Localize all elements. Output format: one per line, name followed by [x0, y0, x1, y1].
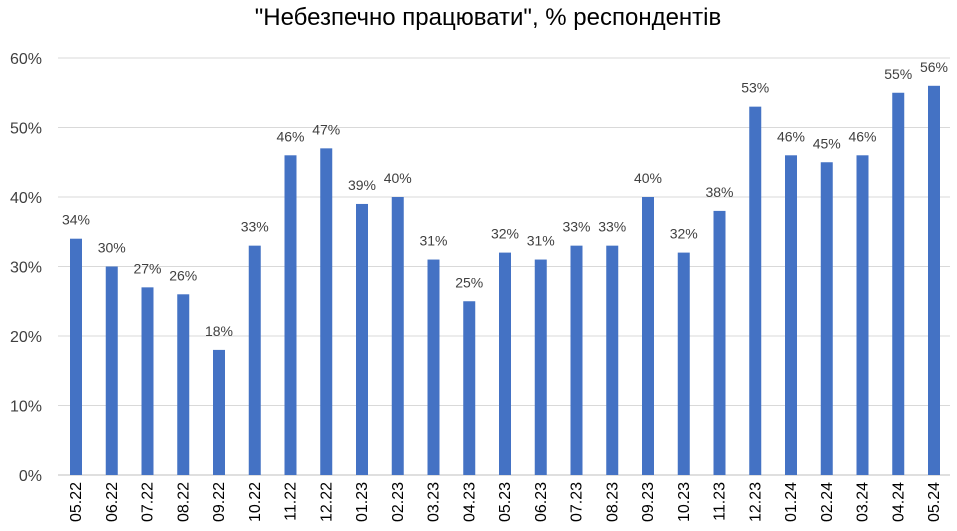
y-tick-label: 50% [10, 121, 42, 138]
x-tick-label: 02.23 [390, 482, 407, 522]
data-label: 46% [848, 128, 876, 144]
data-label: 32% [670, 226, 698, 242]
bar [928, 85, 940, 476]
x-tick-label: 01.24 [783, 482, 800, 522]
x-tick-label: 05.22 [68, 482, 85, 522]
x-tick-label: 10.23 [676, 482, 693, 522]
x-tick-label: 12.23 [747, 482, 764, 522]
bar [856, 155, 869, 476]
x-tick-label: 04.23 [461, 482, 478, 522]
data-label: 47% [312, 121, 340, 137]
data-label: 40% [384, 170, 412, 186]
bar [749, 106, 762, 476]
data-label: 34% [62, 212, 90, 228]
data-label: 27% [133, 260, 161, 276]
bar [785, 155, 797, 476]
data-label: 39% [348, 177, 376, 193]
data-labels: 34% 30% 27% 26% 18% 33% 46% 47% 39% 40% 31% 25% 32% 3… [62, 59, 948, 339]
bar [499, 252, 511, 475]
bar [356, 203, 368, 475]
x-tick-label: 06.22 [104, 482, 121, 522]
bar [213, 349, 225, 475]
data-label: 31% [527, 233, 555, 249]
x-tick-label: 01.23 [354, 482, 371, 522]
data-label: 40% [634, 170, 662, 186]
y-axis-ticks: 0% 10% 20% 30% 40% 50% 60% [10, 51, 42, 485]
data-label: 38% [705, 184, 733, 200]
x-tick-label: 11.23 [712, 482, 729, 521]
x-tick-label: 05.23 [497, 482, 514, 522]
data-label: 26% [169, 267, 197, 283]
data-label: 45% [813, 135, 841, 151]
data-label: 56% [920, 59, 948, 75]
bar [177, 294, 190, 475]
bar [141, 287, 154, 475]
bar [284, 155, 297, 476]
data-label: 18% [205, 323, 233, 339]
data-label: 31% [419, 233, 447, 249]
data-label: 46% [777, 128, 805, 144]
x-tick-label: 03.24 [855, 482, 872, 522]
y-tick-label: 60% [10, 51, 42, 68]
data-label: 33% [598, 219, 626, 235]
data-label: 25% [455, 274, 483, 290]
data-label: 32% [491, 226, 519, 242]
bar [248, 245, 261, 475]
x-tick-label: 09.23 [640, 482, 657, 522]
bar [70, 238, 82, 475]
x-tick-label: 05.24 [926, 482, 943, 522]
y-tick-label: 20% [10, 329, 42, 346]
x-tick-label: 07.22 [140, 482, 157, 522]
x-tick-label: 11.22 [283, 482, 300, 521]
x-tick-label: 07.23 [569, 482, 586, 522]
bar [642, 197, 654, 475]
x-tick-label: 08.22 [175, 482, 192, 522]
bar [534, 259, 547, 475]
x-tick-label: 03.23 [426, 482, 443, 522]
data-label: 33% [562, 219, 590, 235]
bar [892, 92, 905, 475]
x-tick-label: 10.22 [247, 482, 264, 522]
bar [713, 210, 726, 475]
x-axis-ticks: 05.22 06.22 07.22 08.22 09.22 10.22 11.22 12.22… [68, 482, 943, 522]
x-tick-label: 02.24 [819, 482, 836, 522]
y-tick-label: 30% [10, 260, 42, 277]
bar [606, 245, 619, 475]
data-label: 53% [741, 80, 769, 96]
bar [820, 162, 833, 475]
y-tick-label: 0% [19, 468, 42, 485]
data-label: 55% [884, 66, 912, 82]
x-tick-label: 12.22 [318, 482, 335, 522]
bar [427, 259, 440, 475]
bar [677, 252, 690, 475]
bar [391, 197, 404, 475]
y-tick-label: 10% [10, 399, 42, 416]
chart-title: "Небезпечно працювати", % респондентів [255, 4, 722, 31]
bars [70, 85, 940, 476]
x-tick-label: 06.23 [533, 482, 550, 522]
x-tick-label: 09.22 [211, 482, 228, 522]
data-label: 46% [276, 128, 304, 144]
bar [463, 301, 476, 475]
y-tick-label: 40% [10, 190, 42, 207]
x-tick-label: 04.24 [890, 482, 907, 522]
data-label: 30% [98, 240, 126, 256]
bar [105, 266, 118, 475]
bar [320, 148, 333, 475]
data-label: 33% [241, 219, 269, 235]
x-tick-label: 08.23 [604, 482, 621, 522]
bar [570, 245, 583, 475]
